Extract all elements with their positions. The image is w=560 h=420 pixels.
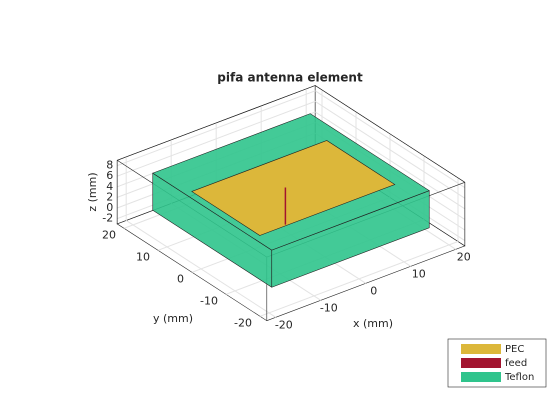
- z-tick-label: 2: [106, 190, 113, 203]
- x-tick-label: 0: [370, 284, 377, 297]
- y-tick-label: -20: [234, 316, 252, 329]
- grid-line: [314, 100, 466, 199]
- z-tick-label: -2: [102, 212, 113, 225]
- grid-line: [259, 241, 459, 317]
- chart-title: pifa antenna element: [217, 71, 363, 85]
- z-tick-label: 8: [106, 159, 113, 172]
- legend-swatch: [461, 344, 501, 354]
- z-tick-label: 4: [106, 180, 113, 193]
- x-tick-label: -10: [320, 301, 338, 314]
- y-tick-label: 0: [177, 272, 184, 285]
- z-tick-label: 0: [106, 201, 113, 214]
- legend-label: Teflon: [504, 372, 534, 383]
- patch: [191, 140, 396, 236]
- y-tick-label: -10: [200, 294, 218, 307]
- y-axis-label: y (mm): [153, 312, 193, 325]
- legend-swatch: [461, 358, 501, 368]
- z-axis-label: z (mm): [86, 172, 99, 211]
- x-tick-label: -20: [275, 318, 293, 331]
- grid-line: [314, 90, 466, 189]
- y-tick-label: 10: [136, 250, 150, 263]
- x-axis-label: x (mm): [353, 317, 393, 330]
- axes-edge: [117, 85, 316, 161]
- grid-line: [117, 100, 316, 177]
- axes-edge: [315, 85, 465, 183]
- y-tick-label: 20: [102, 228, 116, 241]
- legend-swatch: [461, 372, 501, 382]
- z-tick-label: 6: [106, 169, 113, 182]
- grid-line: [117, 90, 316, 167]
- legend-label: PEC: [505, 344, 524, 355]
- grid-line: [314, 111, 466, 210]
- x-tick-label: 10: [412, 267, 426, 280]
- x-tick-label: 20: [457, 250, 471, 263]
- legend-label: feed: [505, 358, 527, 369]
